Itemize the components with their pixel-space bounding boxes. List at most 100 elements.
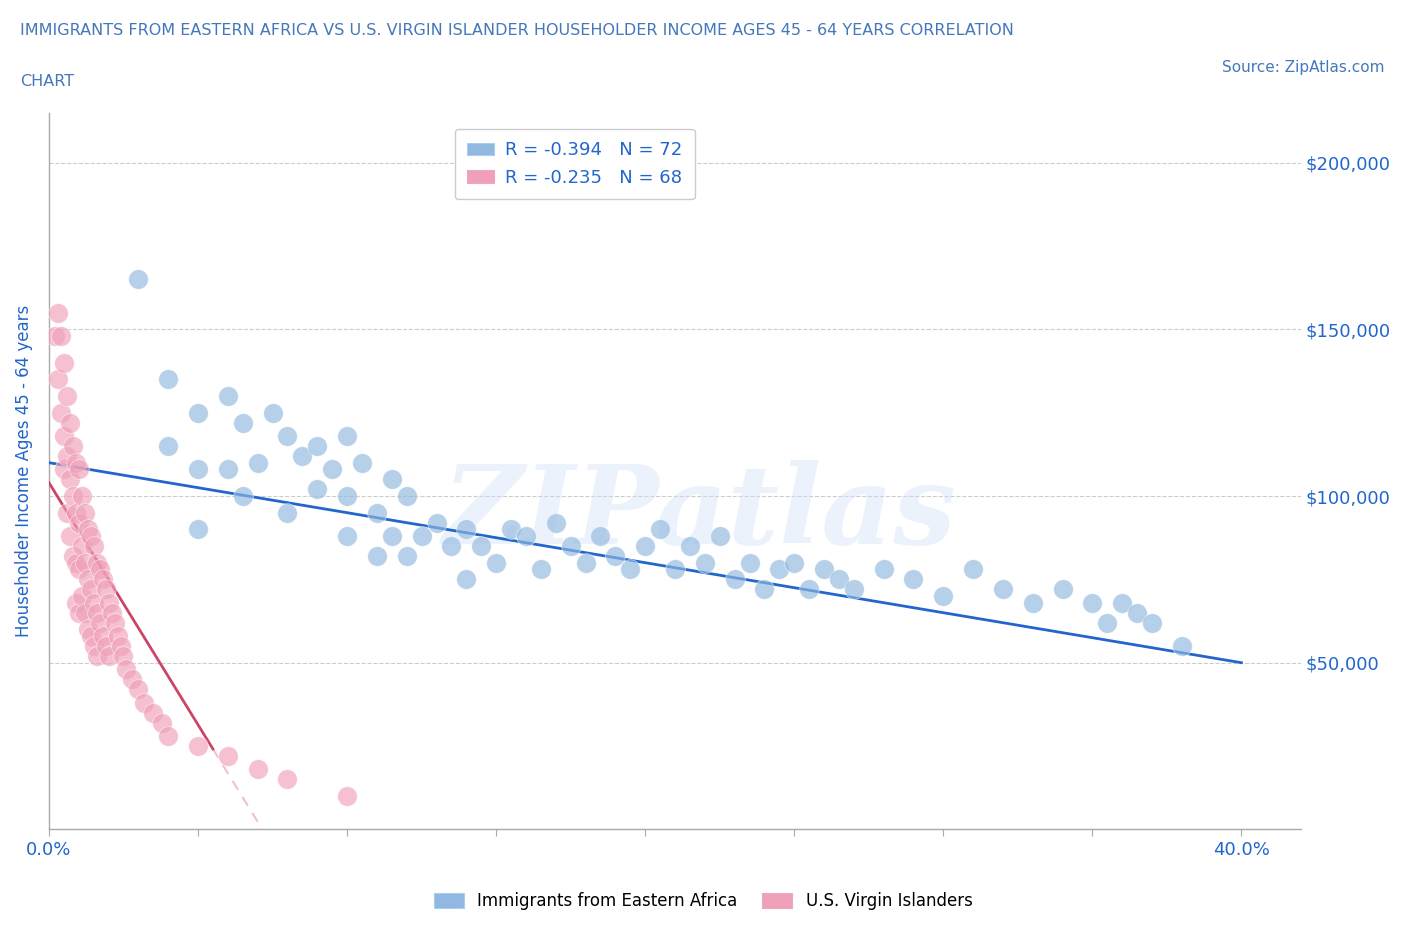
Point xyxy=(232,415,254,430)
Point xyxy=(246,762,269,777)
Point xyxy=(86,648,108,663)
Point xyxy=(115,662,138,677)
Point xyxy=(783,555,806,570)
Point xyxy=(83,538,105,553)
Point xyxy=(187,405,209,420)
Point xyxy=(440,538,463,553)
Point xyxy=(46,372,69,387)
Point xyxy=(49,328,72,343)
Point xyxy=(723,572,745,587)
Point xyxy=(456,572,478,587)
Point xyxy=(187,522,209,537)
Point xyxy=(232,488,254,503)
Point xyxy=(217,389,239,404)
Point xyxy=(381,472,404,486)
Point xyxy=(262,405,284,420)
Point xyxy=(80,528,103,543)
Point xyxy=(91,572,114,587)
Point xyxy=(112,648,135,663)
Point xyxy=(127,682,149,697)
Point xyxy=(80,629,103,644)
Point xyxy=(336,528,359,543)
Text: CHART: CHART xyxy=(20,74,73,89)
Point xyxy=(59,472,82,486)
Point xyxy=(276,505,298,520)
Point xyxy=(709,528,731,543)
Point xyxy=(828,572,851,587)
Point xyxy=(499,522,522,537)
Point xyxy=(83,595,105,610)
Point xyxy=(107,629,129,644)
Point xyxy=(157,439,180,454)
Point xyxy=(73,605,96,620)
Point xyxy=(52,462,75,477)
Point xyxy=(1081,595,1104,610)
Point xyxy=(1022,595,1045,610)
Point xyxy=(276,772,298,787)
Legend: R = -0.394   N = 72, R = -0.235   N = 68: R = -0.394 N = 72, R = -0.235 N = 68 xyxy=(454,129,695,199)
Point xyxy=(350,456,373,471)
Point xyxy=(94,582,117,597)
Point xyxy=(1111,595,1133,610)
Point xyxy=(395,488,418,503)
Point xyxy=(59,415,82,430)
Point xyxy=(411,528,433,543)
Point xyxy=(187,462,209,477)
Point xyxy=(62,439,84,454)
Point xyxy=(83,639,105,654)
Point xyxy=(813,562,835,577)
Point xyxy=(664,562,686,577)
Text: ZIPatlas: ZIPatlas xyxy=(443,460,957,568)
Point xyxy=(70,488,93,503)
Point xyxy=(62,549,84,564)
Point xyxy=(560,538,582,553)
Point xyxy=(65,505,87,520)
Point xyxy=(872,562,894,577)
Point xyxy=(797,582,820,597)
Point xyxy=(70,538,93,553)
Point xyxy=(1052,582,1074,597)
Point xyxy=(65,555,87,570)
Point xyxy=(903,572,925,587)
Point xyxy=(80,582,103,597)
Point xyxy=(574,555,596,570)
Point xyxy=(89,616,111,631)
Point xyxy=(142,705,165,720)
Point xyxy=(62,488,84,503)
Point xyxy=(456,522,478,537)
Point xyxy=(470,538,492,553)
Point xyxy=(157,372,180,387)
Point xyxy=(530,562,553,577)
Point xyxy=(395,549,418,564)
Point xyxy=(515,528,537,543)
Point xyxy=(307,482,329,497)
Point xyxy=(127,272,149,286)
Point xyxy=(276,429,298,444)
Point xyxy=(619,562,641,577)
Point xyxy=(52,355,75,370)
Point xyxy=(97,648,120,663)
Point xyxy=(321,462,343,477)
Text: IMMIGRANTS FROM EASTERN AFRICA VS U.S. VIRGIN ISLANDER HOUSEHOLDER INCOME AGES 4: IMMIGRANTS FROM EASTERN AFRICA VS U.S. V… xyxy=(20,23,1014,38)
Point xyxy=(381,528,404,543)
Point xyxy=(86,605,108,620)
Point xyxy=(76,572,98,587)
Point xyxy=(157,728,180,743)
Point xyxy=(49,405,72,420)
Legend: Immigrants from Eastern Africa, U.S. Virgin Islanders: Immigrants from Eastern Africa, U.S. Vir… xyxy=(427,885,979,917)
Point xyxy=(634,538,657,553)
Point xyxy=(679,538,702,553)
Point xyxy=(1140,616,1163,631)
Point xyxy=(366,505,388,520)
Point xyxy=(65,456,87,471)
Point xyxy=(70,589,93,604)
Point xyxy=(73,505,96,520)
Point xyxy=(86,555,108,570)
Point xyxy=(307,439,329,454)
Point xyxy=(336,488,359,503)
Point xyxy=(1097,616,1119,631)
Point xyxy=(217,749,239,764)
Point xyxy=(76,522,98,537)
Point xyxy=(648,522,671,537)
Point xyxy=(754,582,776,597)
